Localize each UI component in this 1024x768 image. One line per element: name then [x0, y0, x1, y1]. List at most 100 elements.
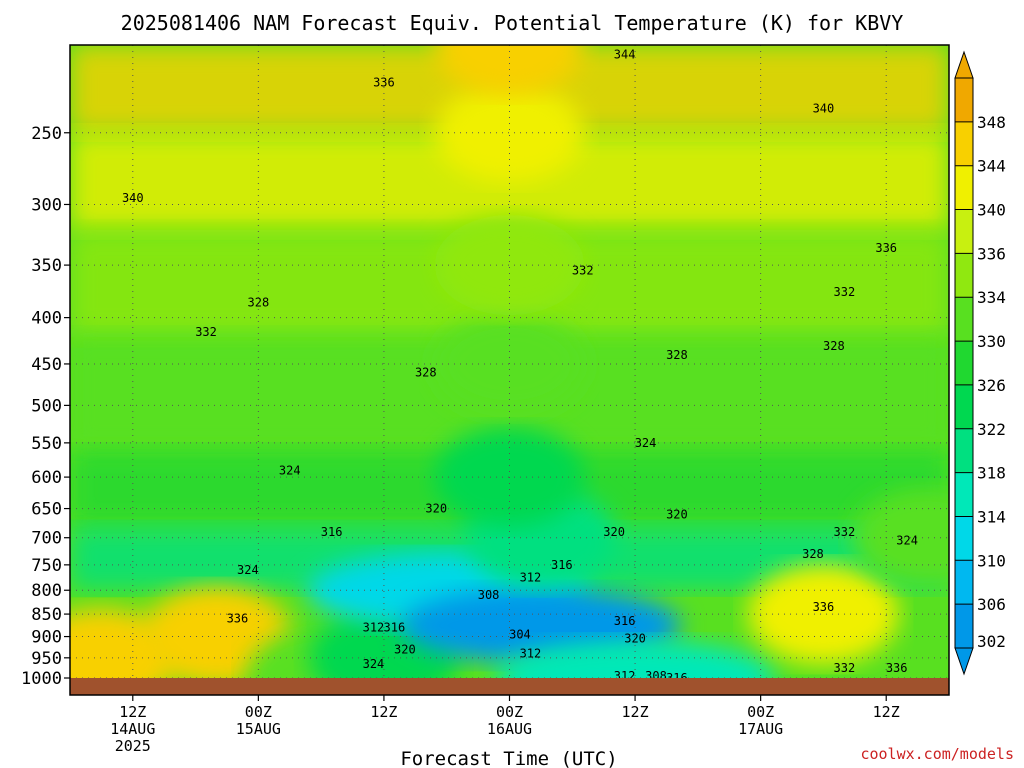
colorbar-swatch — [955, 428, 973, 473]
contour-label: 324 — [363, 657, 385, 671]
y-tick-label: 850 — [31, 605, 62, 625]
colorbar-swatch — [955, 209, 973, 254]
colorbar-tick-label: 314 — [977, 507, 1006, 526]
y-tick-label: 950 — [31, 649, 62, 669]
colorbar-tick-label: 306 — [977, 595, 1006, 614]
contour-label: 312 — [363, 621, 385, 635]
ground — [70, 678, 949, 695]
y-tick-label: 550 — [31, 434, 62, 454]
contour-label: 336 — [227, 612, 249, 626]
contour-label: 336 — [886, 661, 908, 675]
colorbar-tick-label: 344 — [977, 157, 1006, 176]
contour-label: 332 — [834, 525, 856, 539]
contour-label: 324 — [896, 534, 918, 548]
contour-label: 312 — [520, 647, 542, 661]
colorbar: 302 306 310 314 318 322 326 330 334 336 340 344 348 — [954, 50, 1006, 676]
x-tick-label: 16AUG — [487, 720, 532, 738]
contour-label: 320 — [425, 502, 447, 516]
y-tick-label: 650 — [31, 500, 62, 520]
x-tick-label: 2025 — [115, 737, 151, 755]
y-tick-label: 600 — [31, 468, 62, 488]
contour-label: 328 — [248, 296, 270, 310]
y-tick-label: 900 — [31, 628, 62, 648]
contour-label: 328 — [415, 366, 437, 380]
colorbar-swatch — [955, 78, 973, 122]
gridlines — [70, 45, 949, 695]
y-tick-label: 800 — [31, 581, 62, 601]
colorbar-swatch — [955, 253, 973, 298]
contour-label: 324 — [279, 463, 301, 477]
contour-label: 328 — [823, 339, 845, 353]
colorbar-tick-label: 310 — [977, 551, 1006, 570]
colorbar-swatch — [955, 341, 973, 385]
contour-label: 316 — [551, 558, 573, 572]
contour-label: 324 — [237, 563, 259, 577]
colorbar-swatch — [955, 472, 973, 517]
contour-label: 336 — [875, 241, 897, 255]
contour-label: 320 — [666, 508, 688, 522]
contour-label: 316 — [614, 614, 636, 628]
x-tick-label: 12Z — [119, 703, 146, 721]
colorbar-swatch — [955, 516, 973, 561]
x-tick-label: 00Z — [245, 703, 272, 721]
contour-label: 336 — [813, 600, 835, 614]
y-tick-label: 450 — [31, 355, 62, 375]
field-region — [434, 82, 585, 183]
colorbar-swatch — [955, 384, 973, 429]
colorbar-tick-label: 334 — [977, 288, 1006, 307]
x-tick-label: 00Z — [747, 703, 774, 721]
colorbar-tick-label: 348 — [977, 113, 1006, 132]
field-region — [748, 564, 899, 665]
y-axis: 250 300 350 400 450 500 550 600 650 700 750 800 850 9… — [21, 124, 70, 689]
contour-label: 340 — [122, 191, 144, 205]
field-region — [434, 215, 585, 316]
contour-label: 316 — [321, 525, 343, 539]
colorbar-tick-label: 318 — [977, 464, 1006, 483]
contour-label: 320 — [624, 632, 646, 646]
contour-label: 320 — [603, 525, 625, 539]
colorbar-swatch — [955, 560, 973, 605]
colorbar-swatch — [955, 121, 973, 166]
x-tick-label: 15AUG — [236, 720, 281, 738]
colorbar-swatch — [955, 165, 973, 210]
contour-label: 308 — [478, 588, 500, 602]
colorbar-tick-label: 330 — [977, 332, 1006, 351]
y-tick-label: 400 — [31, 309, 62, 329]
contour-label: 336 — [373, 75, 395, 89]
x-tick-label: 12Z — [873, 703, 900, 721]
x-tick-label: 00Z — [496, 703, 523, 721]
x-tick-label: 12Z — [370, 703, 397, 721]
contour-label: 340 — [813, 101, 835, 115]
field-region — [853, 487, 949, 588]
x-tick-label: 17AUG — [738, 720, 783, 738]
colorbar-top-arrow — [954, 50, 974, 79]
colorbar-tick-label: 340 — [977, 201, 1006, 220]
colorbar-tick-label: 336 — [977, 244, 1006, 263]
contour-label: 316 — [384, 621, 406, 635]
colorbar-tick-label: 326 — [977, 376, 1006, 395]
contour-label: 332 — [572, 264, 594, 278]
x-tick-label: 12Z — [622, 703, 649, 721]
x-axis-label: Forecast Time (UTC) — [400, 748, 617, 768]
contour-label: 328 — [666, 348, 688, 362]
y-tick-label: 700 — [31, 529, 62, 549]
y-tick-label: 350 — [31, 256, 62, 276]
contour-label: 324 — [635, 436, 657, 450]
y-tick-label: 500 — [31, 396, 62, 416]
contour-label: 312 — [520, 571, 542, 585]
contour-label: 332 — [834, 661, 856, 675]
credit-text: coolwx.com/models — [860, 745, 1014, 763]
contour-label: 328 — [802, 547, 824, 561]
field-blobs — [70, 45, 949, 695]
contour-label: 332 — [834, 285, 856, 299]
y-tick-label: 250 — [31, 124, 62, 144]
x-tick-label: 14AUG — [110, 720, 155, 738]
y-tick-label: 750 — [31, 556, 62, 576]
contour-label: 320 — [394, 642, 416, 656]
chart-title: 2025081406 NAM Forecast Equiv. Potential… — [121, 11, 904, 35]
contour-label: 304 — [509, 627, 531, 641]
colorbar-tick-label: 302 — [977, 632, 1006, 651]
colorbar-tick-label: 322 — [977, 420, 1006, 439]
